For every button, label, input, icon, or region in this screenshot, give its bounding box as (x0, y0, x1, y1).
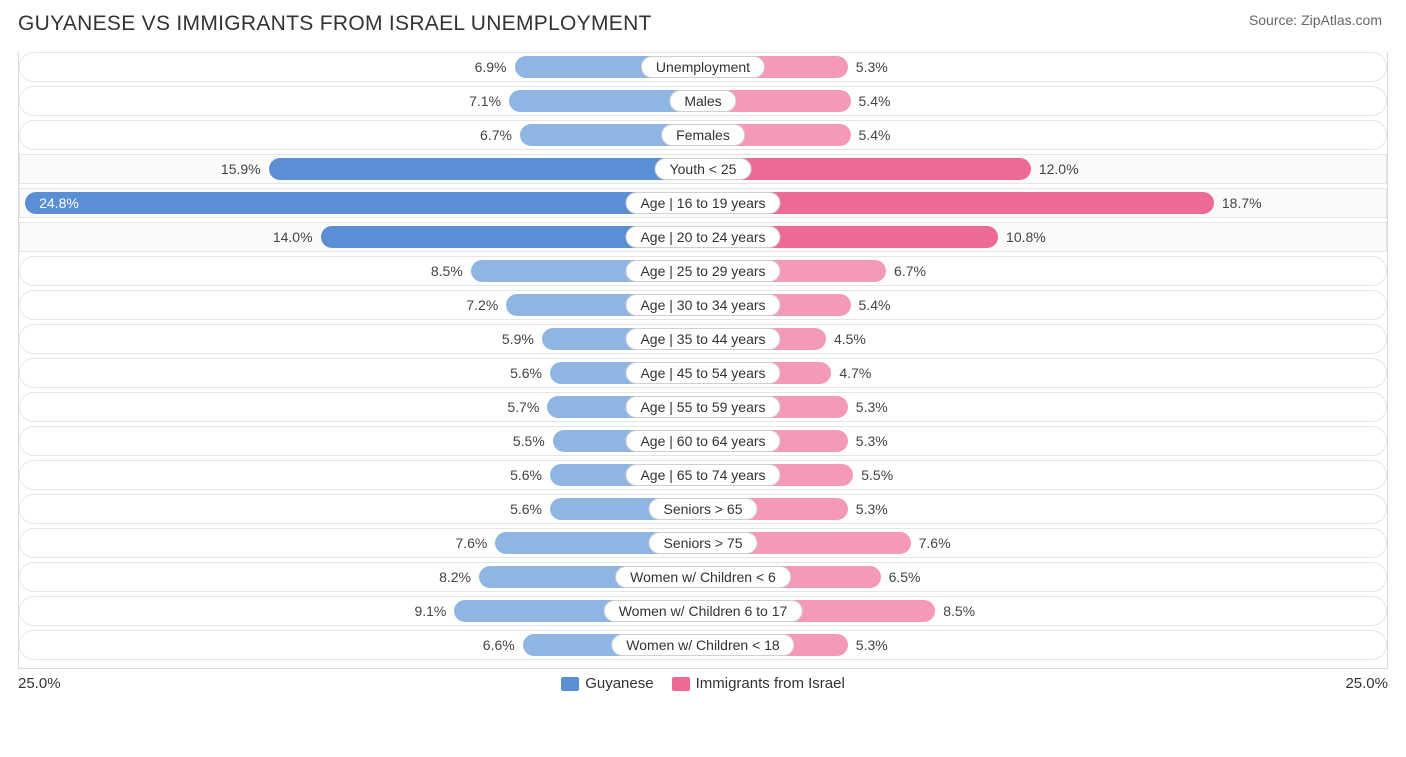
value-left: 7.6% (455, 535, 487, 551)
bar-right (703, 158, 1031, 180)
category-label: Age | 16 to 19 years (625, 192, 780, 214)
value-left: 5.7% (507, 399, 539, 415)
value-right: 5.3% (856, 433, 888, 449)
value-right: 5.3% (856, 637, 888, 653)
value-left: 7.2% (466, 297, 498, 313)
value-left: 6.7% (480, 127, 512, 143)
chart-title: GUYANESE VS IMMIGRANTS FROM ISRAEL UNEMP… (18, 12, 652, 36)
value-left: 7.1% (469, 93, 501, 109)
chart-row: 7.1% 5.4% Males (19, 86, 1387, 116)
chart-area: 6.9% 5.3% Unemployment 7.1% 5.4% Males 6.7% 5.4… (18, 52, 1388, 669)
chart-row: 5.6% 5.5% Age | 65 to 74 years (19, 460, 1387, 490)
chart-row: 6.6% 5.3% Women w/ Children < 18 (19, 630, 1387, 660)
value-right: 5.3% (856, 501, 888, 517)
value-right: 6.7% (894, 263, 926, 279)
value-left: 5.6% (510, 501, 542, 517)
chart-row: 5.5% 5.3% Age | 60 to 64 years (19, 426, 1387, 456)
value-right: 5.3% (856, 399, 888, 415)
legend-label-left: Guyanese (585, 675, 653, 692)
value-right: 7.6% (919, 535, 951, 551)
category-label: Women w/ Children 6 to 17 (604, 600, 803, 622)
category-label: Males (669, 90, 736, 112)
value-left: 6.6% (483, 637, 515, 653)
value-right: 10.8% (1006, 229, 1046, 245)
category-label: Age | 20 to 24 years (625, 226, 780, 248)
chart-row: 5.6% 4.7% Age | 45 to 54 years (19, 358, 1387, 388)
category-label: Women w/ Children < 18 (611, 634, 794, 656)
bar-left (25, 192, 703, 214)
category-label: Age | 30 to 34 years (625, 294, 780, 316)
category-label: Youth < 25 (655, 158, 752, 180)
value-right: 5.4% (859, 93, 891, 109)
chart-row: 8.5% 6.7% Age | 25 to 29 years (19, 256, 1387, 286)
legend: Guyanese Immigrants from Israel (561, 675, 845, 692)
value-left: 5.6% (510, 365, 542, 381)
chart-row: 5.9% 4.5% Age | 35 to 44 years (19, 324, 1387, 354)
chart-row: 6.9% 5.3% Unemployment (19, 52, 1387, 82)
value-right: 8.5% (943, 603, 975, 619)
legend-swatch-left (561, 677, 579, 691)
axis-row: 25.0% Guyanese Immigrants from Israel 25… (18, 675, 1388, 692)
value-right: 4.5% (834, 331, 866, 347)
chart-row: 5.6% 5.3% Seniors > 65 (19, 494, 1387, 524)
chart-row: 5.7% 5.3% Age | 55 to 59 years (19, 392, 1387, 422)
category-label: Age | 45 to 54 years (625, 362, 780, 384)
value-left: 24.8% (39, 195, 79, 211)
value-right: 5.4% (859, 297, 891, 313)
value-left: 14.0% (273, 229, 313, 245)
category-label: Age | 55 to 59 years (625, 396, 780, 418)
value-left: 6.9% (475, 59, 507, 75)
category-label: Age | 60 to 64 years (625, 430, 780, 452)
chart-row: 7.6% 7.6% Seniors > 75 (19, 528, 1387, 558)
legend-swatch-right (672, 677, 690, 691)
category-label: Women w/ Children < 6 (615, 566, 791, 588)
chart-row: 24.8% 18.7% Age | 16 to 19 years (19, 188, 1387, 218)
category-label: Age | 35 to 44 years (625, 328, 780, 350)
chart-row: 14.0% 10.8% Age | 20 to 24 years (19, 222, 1387, 252)
value-left: 8.2% (439, 569, 471, 585)
value-left: 5.6% (510, 467, 542, 483)
value-right: 5.3% (856, 59, 888, 75)
chart-row: 6.7% 5.4% Females (19, 120, 1387, 150)
value-left: 9.1% (414, 603, 446, 619)
value-right: 12.0% (1039, 161, 1079, 177)
header: GUYANESE VS IMMIGRANTS FROM ISRAEL UNEMP… (0, 0, 1406, 44)
source-label: Source: ZipAtlas.com (1249, 12, 1382, 28)
category-label: Females (661, 124, 745, 146)
category-label: Seniors > 75 (649, 532, 758, 554)
value-left: 8.5% (431, 263, 463, 279)
chart-row: 7.2% 5.4% Age | 30 to 34 years (19, 290, 1387, 320)
category-label: Unemployment (641, 56, 765, 78)
axis-right-label: 25.0% (1345, 675, 1388, 692)
legend-item-left: Guyanese (561, 675, 653, 692)
category-label: Age | 65 to 74 years (625, 464, 780, 486)
value-left: 5.9% (502, 331, 534, 347)
legend-item-right: Immigrants from Israel (672, 675, 845, 692)
bar-left (269, 158, 703, 180)
value-left: 5.5% (513, 433, 545, 449)
category-label: Age | 25 to 29 years (625, 260, 780, 282)
value-left: 15.9% (221, 161, 261, 177)
value-right: 6.5% (889, 569, 921, 585)
chart-row: 15.9% 12.0% Youth < 25 (19, 154, 1387, 184)
value-right: 4.7% (839, 365, 871, 381)
chart-row: 8.2% 6.5% Women w/ Children < 6 (19, 562, 1387, 592)
value-right: 18.7% (1222, 195, 1262, 211)
value-right: 5.5% (861, 467, 893, 483)
chart-row: 9.1% 8.5% Women w/ Children 6 to 17 (19, 596, 1387, 626)
axis-left-label: 25.0% (18, 675, 61, 692)
category-label: Seniors > 65 (649, 498, 758, 520)
value-right: 5.4% (859, 127, 891, 143)
legend-label-right: Immigrants from Israel (696, 675, 845, 692)
